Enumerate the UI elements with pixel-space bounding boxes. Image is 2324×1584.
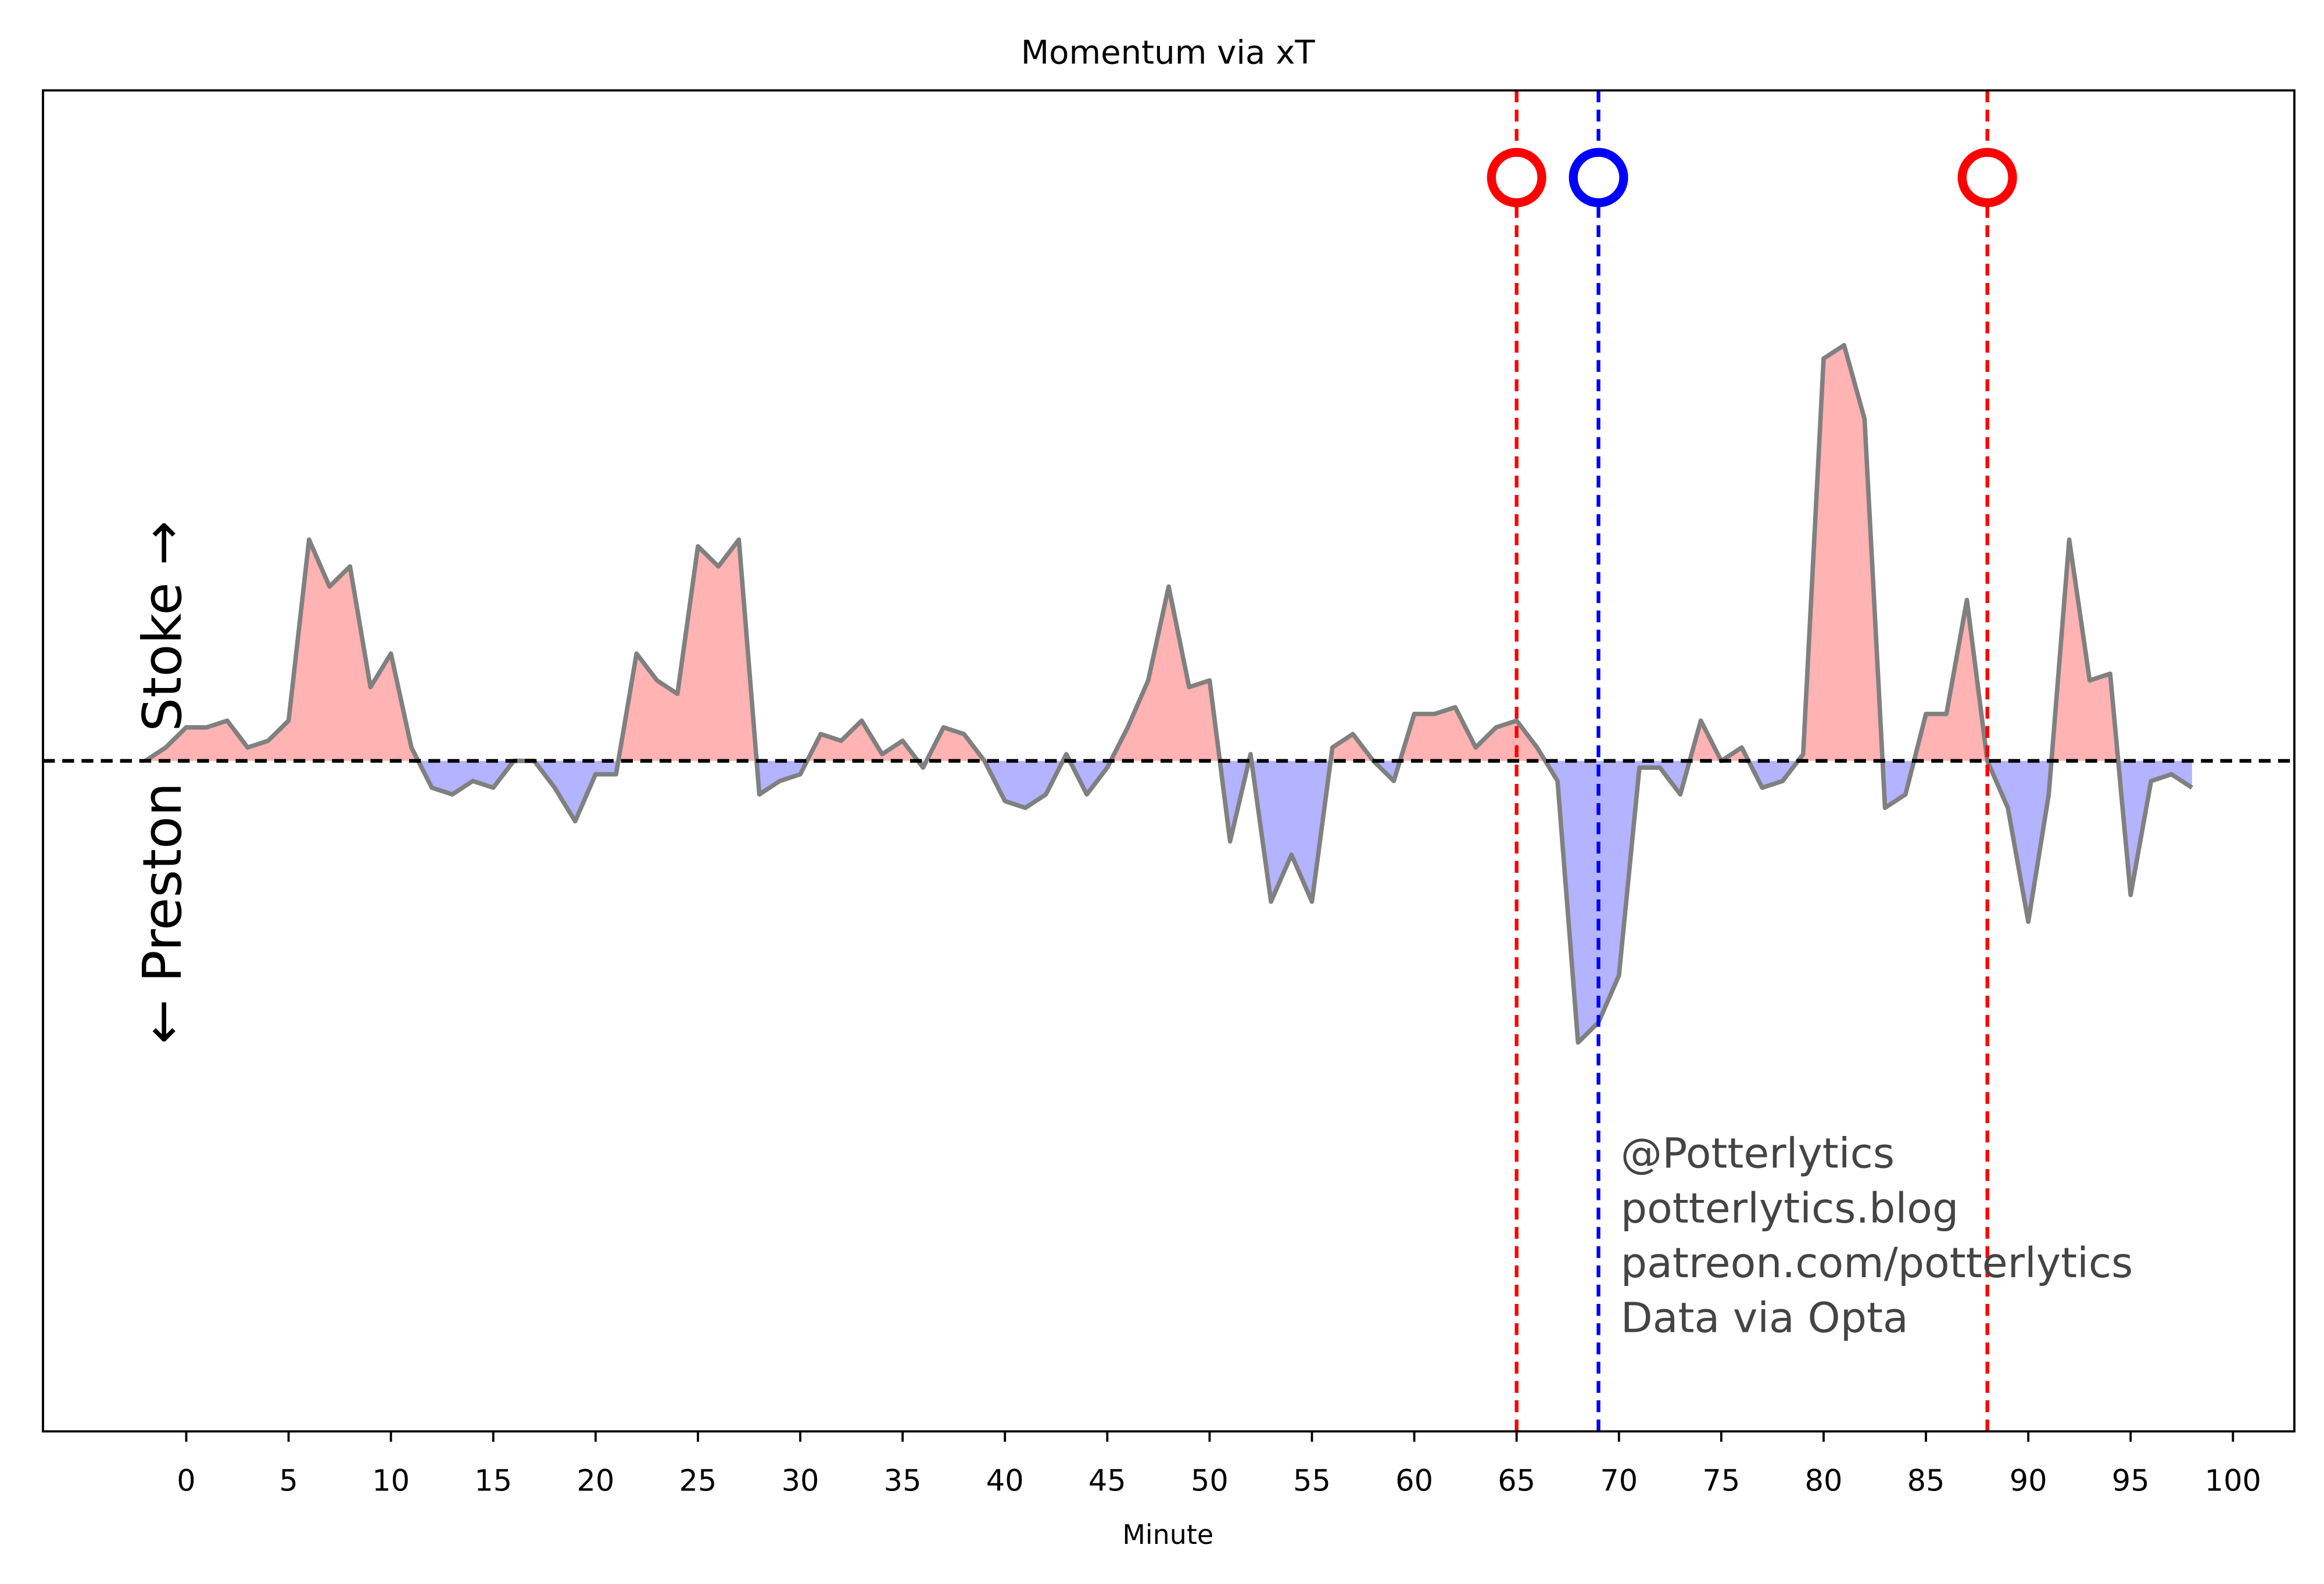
- x-tick-label: 40: [986, 1464, 1024, 1498]
- x-tick-label: 30: [782, 1464, 819, 1498]
- area-positive: [145, 345, 2192, 761]
- plot-frame: [42, 89, 2296, 1433]
- annotation: patreon.com/potterlytics: [1621, 1239, 2133, 1287]
- x-tick-label: 20: [576, 1464, 614, 1498]
- goal-marker: [1569, 148, 1628, 207]
- annotation: @Potterlytics: [1621, 1129, 1895, 1177]
- x-axis-label: Minute: [1122, 1519, 1213, 1550]
- x-tick-label: 15: [474, 1464, 512, 1498]
- x-tick-label: 0: [177, 1464, 195, 1498]
- x-tick-label: 50: [1191, 1464, 1229, 1498]
- x-tick-label: 5: [279, 1464, 298, 1498]
- x-tick-label: 10: [372, 1464, 410, 1498]
- annotation: potterlytics.blog: [1621, 1184, 1958, 1232]
- x-tick-label: 45: [1088, 1464, 1126, 1498]
- goal-marker: [1957, 148, 2017, 207]
- x-tick-label: 55: [1293, 1464, 1331, 1498]
- x-tick-label: 100: [2205, 1464, 2261, 1498]
- chart-title: Momentum via xT: [1021, 34, 1316, 72]
- line: [144, 343, 2193, 1045]
- annotation: Data via Opta: [1621, 1293, 1908, 1342]
- goal-marker: [1487, 148, 1546, 207]
- x-tick-label: 35: [884, 1464, 922, 1498]
- x-tick-label: 70: [1600, 1464, 1638, 1498]
- x-tick-label: 90: [2010, 1464, 2047, 1498]
- x-tick-label: 65: [1498, 1464, 1535, 1498]
- x-tick-label: 95: [2112, 1464, 2150, 1498]
- x-tick-label: 80: [1805, 1464, 1843, 1498]
- x-tick-label: 25: [679, 1464, 717, 1498]
- x-tick-label: 75: [1702, 1464, 1740, 1498]
- x-tick-label: 60: [1395, 1464, 1433, 1498]
- x-tick-label: 85: [1907, 1464, 1945, 1498]
- y-axis-label: ← Preston Stoke →: [131, 521, 194, 1044]
